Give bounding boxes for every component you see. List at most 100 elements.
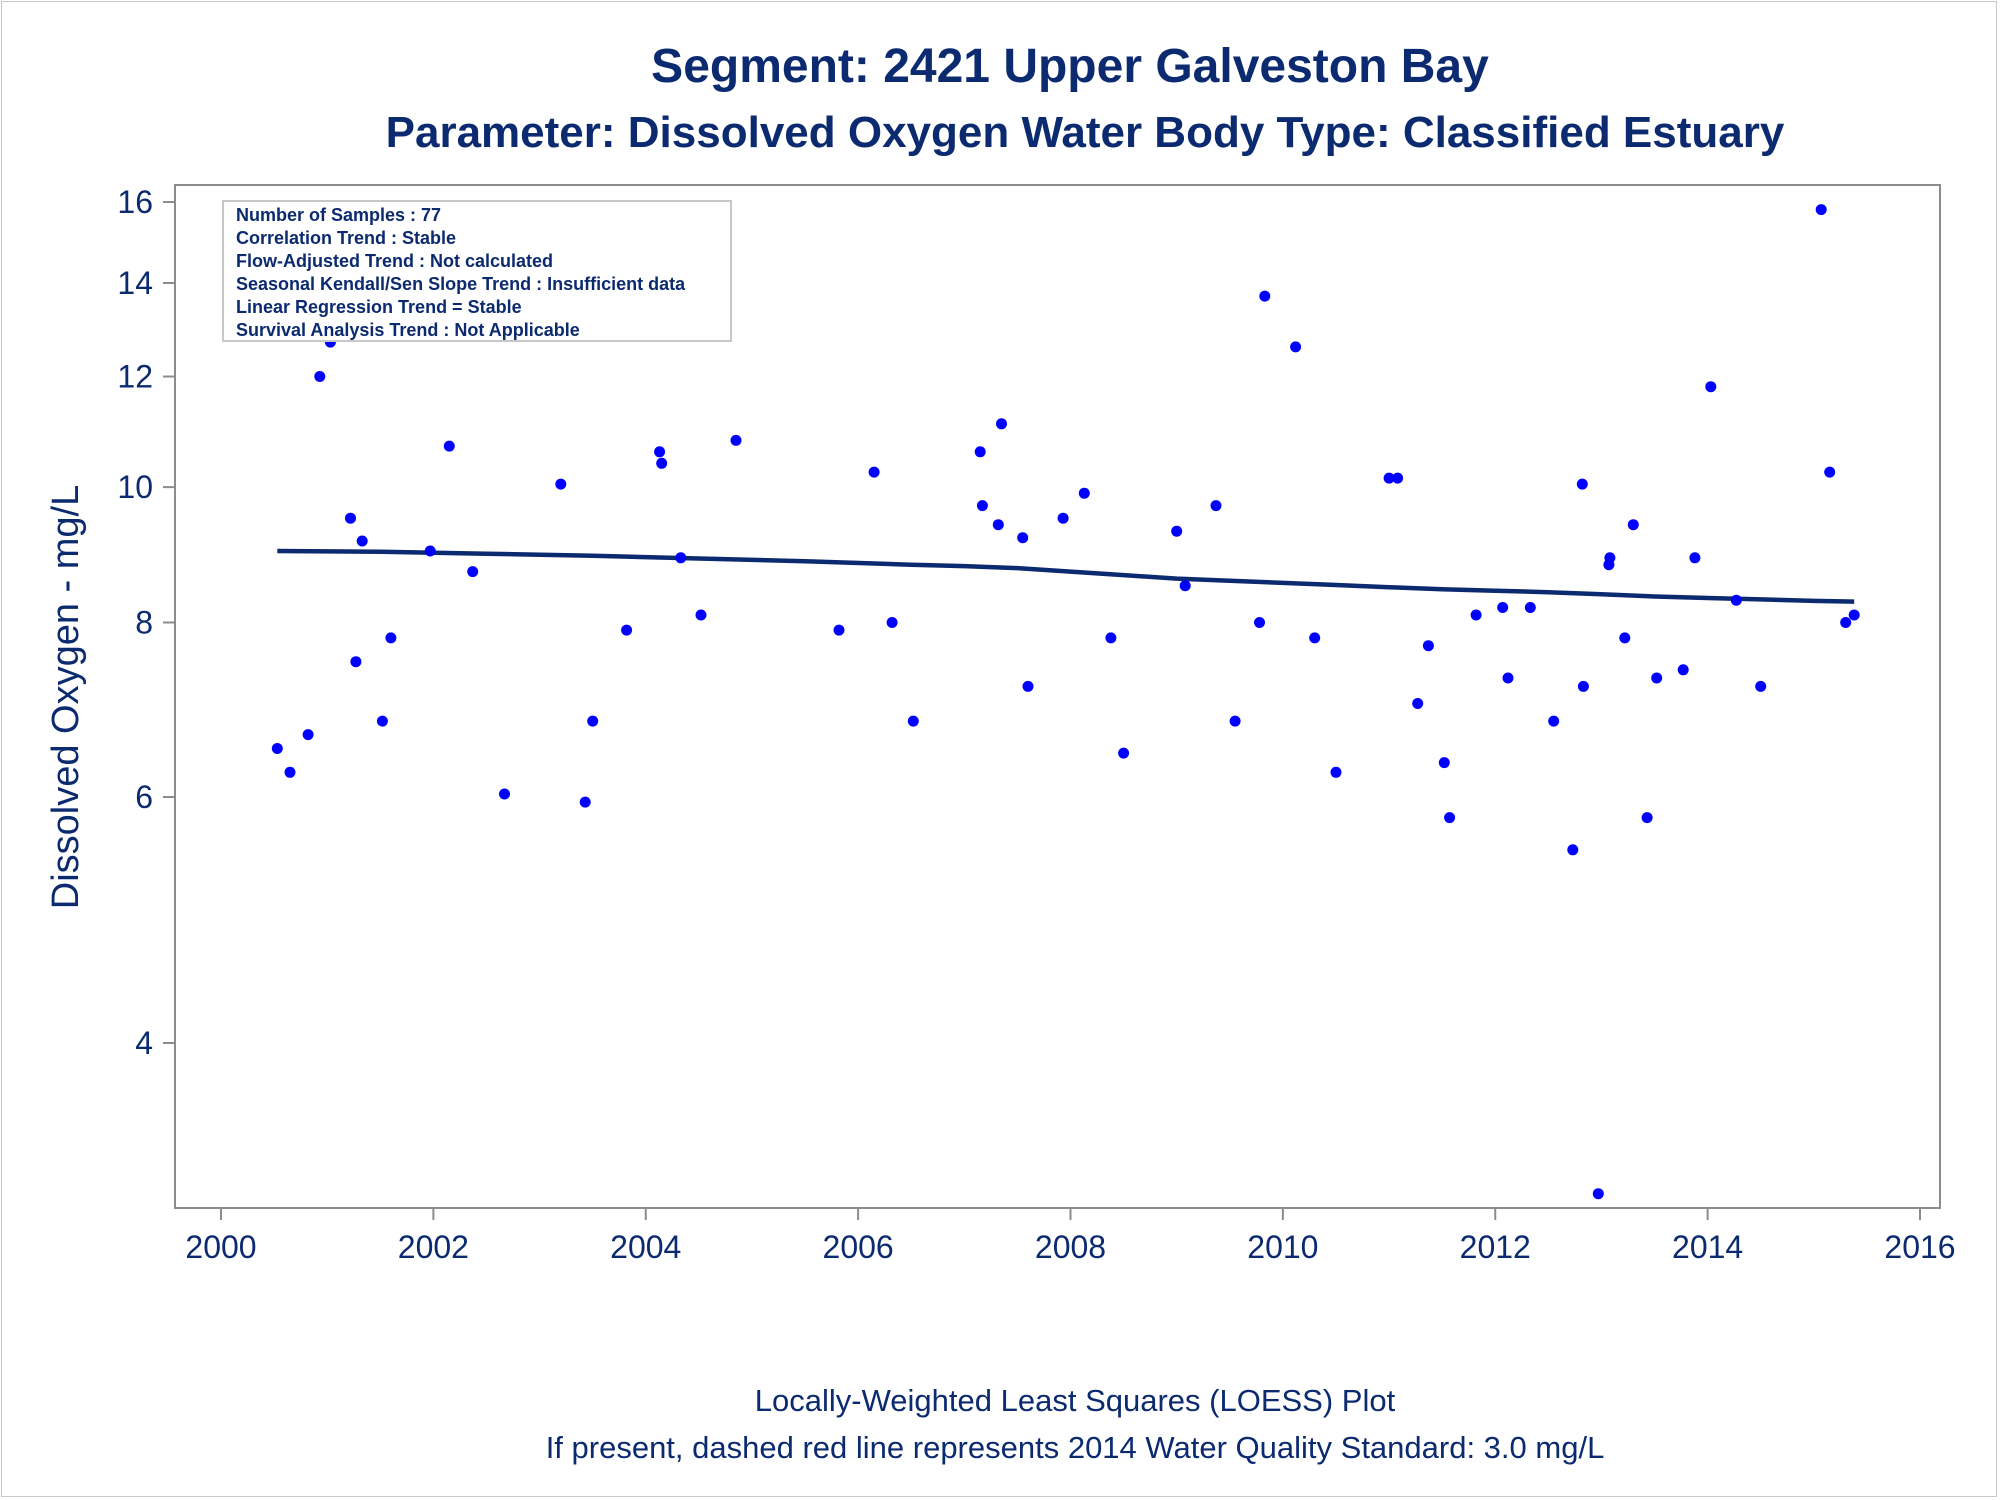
info-box-border [222,200,732,342]
data-point [1577,680,1589,692]
data-point [1392,472,1404,484]
y-tick-label: 10 [117,469,153,505]
data-point [1705,381,1717,393]
data-point [587,715,599,727]
data-point [1840,617,1852,628]
data-point [621,624,633,636]
data-point [271,743,283,754]
data-point [579,796,591,808]
info-box: Number of Samples : 77 Correlation Trend… [222,200,732,342]
footnote-standard: If present, dashed red line represents 2… [546,1430,1605,1465]
data-point [302,729,314,741]
data-point [1567,844,1579,856]
data-point [1330,766,1342,778]
info-line: Survival Analysis Trend : Not Applicable [236,320,580,340]
data-point [345,512,356,524]
data-point [1689,552,1701,564]
data-point [356,535,368,547]
x-tick-label: 2000 [185,1229,256,1265]
y-tick-label: 8 [135,605,153,641]
data-point [654,446,666,458]
data-point [1383,472,1395,484]
y-tick-label: 4 [135,1025,153,1061]
y-tick-label: 6 [135,779,153,815]
data-point [1412,698,1424,709]
data-point [1259,290,1271,302]
data-point [1641,812,1653,824]
data-point [675,552,687,564]
data-point [1171,525,1183,537]
data-point [1210,500,1222,512]
info-line: Seasonal Kendall/Sen Slope Trend : Insuf… [236,274,686,294]
x-tick-label: 2002 [398,1229,469,1265]
x-axis: 2000 2002 2004 2006 2008 2010 2012 2014 2016 [185,1208,1956,1265]
footnote-loess: Locally-Weighted Least Squares (LOESS) P… [755,1383,1396,1418]
x-tick-label: 2010 [1247,1229,1318,1265]
data-point [1730,594,1742,606]
data-point [1422,640,1434,652]
data-point [467,566,479,578]
data-point [1078,487,1090,499]
data-point [376,715,388,727]
data-point [1604,552,1616,564]
info-line: Correlation Trend : Stable [236,228,456,248]
data-point [284,766,296,778]
data-point [555,478,567,490]
data-point [1524,602,1536,613]
data-point [974,446,986,458]
data-point [1548,715,1560,727]
data-point [424,545,436,557]
data-point [1677,664,1689,676]
data-point [1815,204,1827,216]
x-tick-label: 2014 [1672,1229,1743,1265]
data-point [1254,617,1265,628]
x-tick-label: 2006 [823,1229,894,1265]
data-point [1444,812,1456,824]
data-point [1229,715,1241,727]
data-point [1497,602,1509,613]
chart-subtitle: Parameter: Dissolved Oxygen Water Body T… [386,108,1785,157]
data-point [992,519,1004,531]
x-tick-label: 2016 [1884,1229,1955,1265]
data-point [1017,532,1029,544]
data-point [1502,672,1514,684]
info-line: Flow-Adjusted Trend : Not calculated [236,251,553,271]
data-point [1470,609,1482,621]
y-tick-label: 14 [117,265,153,301]
data-point [1755,680,1767,692]
x-tick-label: 2004 [610,1229,681,1265]
data-point [886,617,898,628]
data-point [1105,632,1117,644]
y-tick-label: 12 [117,359,153,395]
data-point [385,632,397,644]
data-point [1290,341,1302,353]
data-point [443,440,455,452]
data-point [833,624,845,636]
info-line: Linear Regression Trend = Stable [236,297,522,317]
data-point [730,434,742,446]
data-point [314,371,326,382]
data-point [1576,478,1588,490]
data-point [907,715,919,727]
y-axis-label: Dissolved Oxygen - mg/L [45,485,87,910]
data-point [656,457,668,469]
data-point [996,418,1007,430]
data-point [1438,757,1450,769]
plot-area [174,184,1941,1209]
data-point [499,788,510,800]
data-point [1118,747,1130,759]
data-point [350,656,362,668]
loess-layer [277,548,1855,604]
data-point [868,466,880,478]
chart-title: Segment: 2421 Upper Galveston Bay [651,40,1489,93]
data-point [1848,609,1860,621]
data-point [1627,519,1639,531]
data-point [1619,632,1631,644]
data-point [1824,466,1836,478]
loess-line [277,548,1855,604]
data-point [695,609,707,621]
data-point [1592,1188,1604,1200]
data-point [976,500,988,512]
